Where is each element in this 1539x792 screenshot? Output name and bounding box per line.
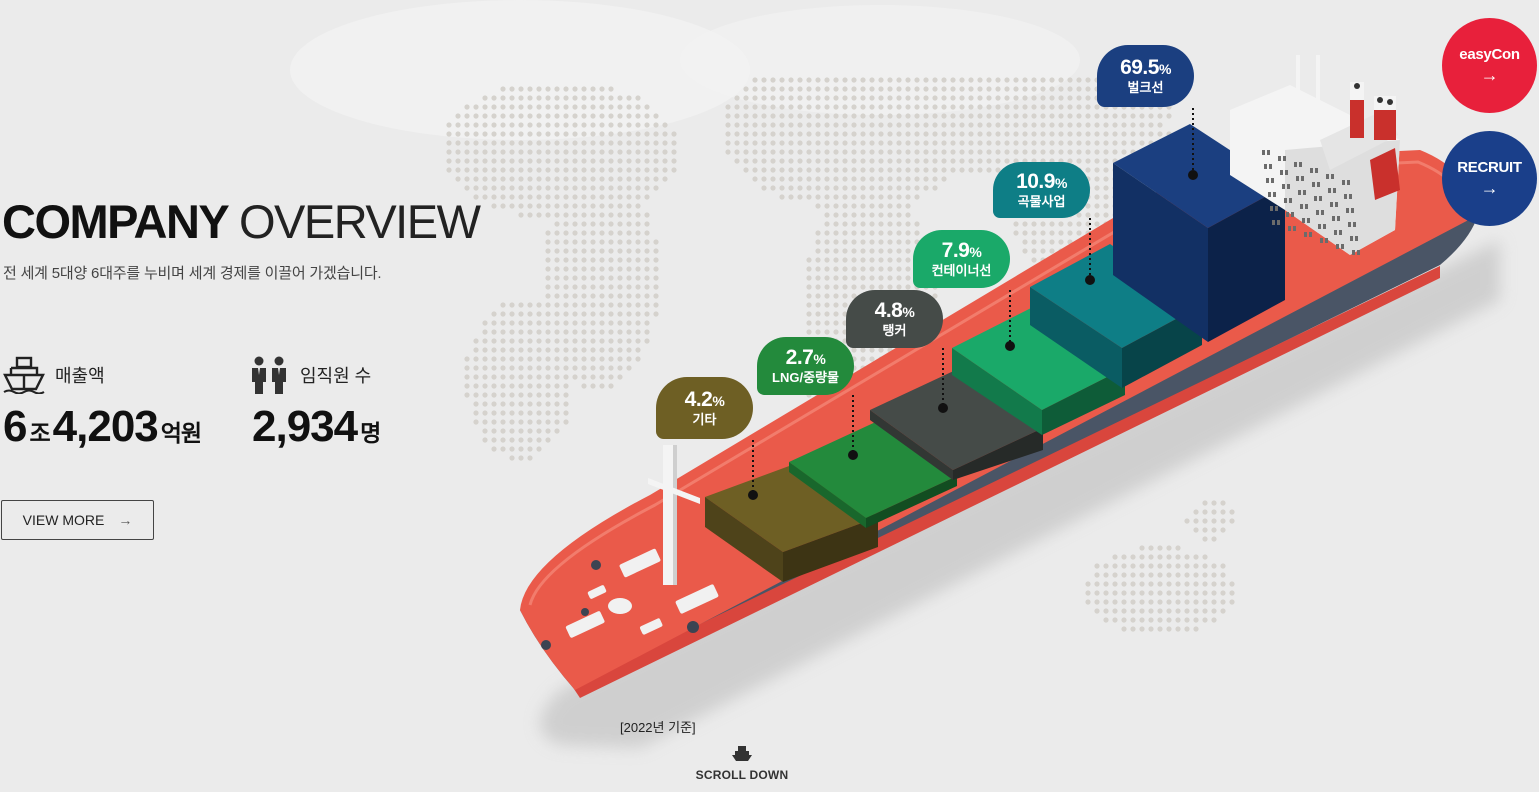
arrow-right-icon: → <box>118 512 133 528</box>
segment-name: 탱커 <box>882 323 907 338</box>
sales-value: 6 조4,203 억원 <box>3 402 204 452</box>
cargo-bulk <box>1113 124 1285 342</box>
basis-year-note: [2022년 기준] <box>620 720 696 735</box>
ship-icon <box>732 746 752 761</box>
segment-badge-lng: 2.7% LNG/중량물 <box>757 337 854 395</box>
employees-value: 2,934 명 <box>252 402 383 452</box>
easycon-label: easyCon <box>1459 45 1520 63</box>
sales-unit-hundred-million: 억원 <box>160 420 202 446</box>
page-title-bold: COMPANY <box>2 195 229 248</box>
view-more-button[interactable]: VIEW MORE → <box>1 500 154 540</box>
segment-badge-bulk: 69.5% 벌크선 <box>1097 45 1194 107</box>
segment-pct: 10.9% <box>1016 170 1067 193</box>
ship-waterline <box>572 266 1440 698</box>
page-title: COMPANY OVERVIEW <box>2 195 481 248</box>
segment-pct: 7.9% <box>941 239 982 262</box>
recruit-button[interactable]: RECRUIT → <box>1442 131 1537 226</box>
segment-badge-etc: 4.2% 기타 <box>656 377 753 439</box>
sales-label: 매출액 <box>55 366 105 386</box>
segment-badge-grain: 10.9% 곡물사업 <box>993 162 1090 218</box>
segment-pct: 4.8% <box>874 299 915 322</box>
ship-bridge <box>1230 55 1400 255</box>
easycon-button[interactable]: easyCon → <box>1442 18 1537 113</box>
sales-value-trillion: 6 <box>3 402 28 451</box>
cargo-etc <box>705 462 878 582</box>
leader-lines <box>752 108 1194 495</box>
page-subtitle: 전 세계 5대양 6대주를 누비며 세계 경제를 이끌어 가겠습니다. <box>3 265 382 282</box>
leader-dots <box>748 170 1198 500</box>
recruit-label: RECRUIT <box>1457 158 1522 176</box>
scroll-down-button[interactable]: SCROLL DOWN <box>690 745 794 782</box>
page-title-light: OVERVIEW <box>238 195 481 248</box>
cargo-tanker <box>870 368 1043 480</box>
bow-fittings <box>541 548 719 650</box>
segment-name: 기타 <box>692 412 717 427</box>
segment-badge-tanker: 4.8% 탱커 <box>846 290 943 348</box>
ship-shadow <box>540 240 1500 748</box>
sales-value-hundred-million: 4,203 <box>52 402 159 451</box>
scroll-down-label: SCROLL DOWN <box>695 768 789 782</box>
segment-pct: 2.7% <box>785 346 826 369</box>
ship-icon <box>3 356 45 394</box>
employees-label: 임직원 수 <box>300 366 372 386</box>
segment-name: 컨테이너선 <box>931 263 992 278</box>
cargo-lng <box>789 420 957 528</box>
segment-name: 벌크선 <box>1127 80 1164 95</box>
segment-badge-container: 7.9% 컨테이너선 <box>913 230 1010 288</box>
segment-pct: 69.5% <box>1120 56 1171 79</box>
ship-mast <box>648 445 700 585</box>
people-icon <box>252 356 286 394</box>
sales-label-row: 매출액 <box>3 355 105 395</box>
cargo-container <box>952 306 1125 435</box>
employees-count: 2,934 <box>252 402 358 451</box>
employees-label-row: 임직원 수 <box>250 355 371 395</box>
sales-unit-trillion: 조 <box>29 420 50 446</box>
employees-unit: 명 <box>360 420 381 446</box>
cargo-grain <box>1030 244 1202 388</box>
segment-name: 곡물사업 <box>1017 194 1066 209</box>
segment-pct: 4.2% <box>684 388 725 411</box>
view-more-label: VIEW MORE <box>22 512 105 528</box>
arrow-right-icon: → <box>1480 177 1499 198</box>
segment-name: LNG/중량물 <box>772 370 839 385</box>
arrow-right-icon: → <box>1480 64 1499 85</box>
